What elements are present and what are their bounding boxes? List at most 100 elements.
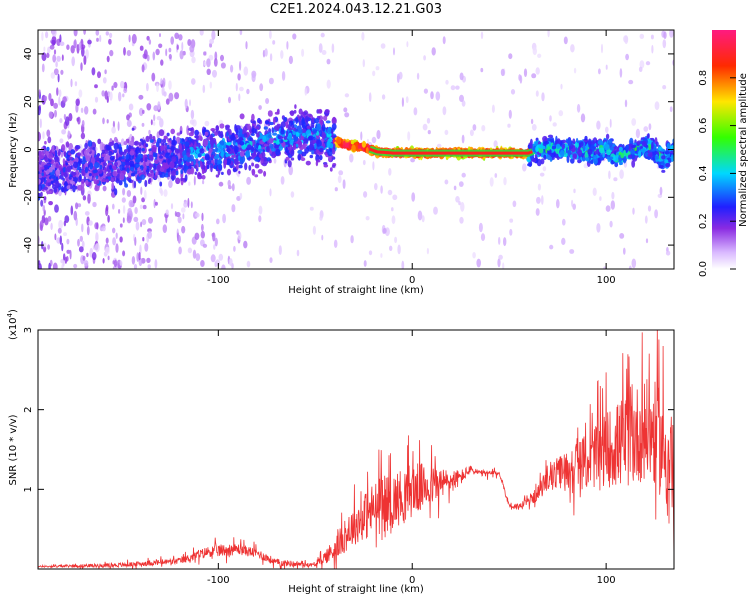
spectrogram-cell [109, 91, 113, 101]
spectrogram-cell [140, 221, 143, 228]
spectrogram-cell [273, 158, 277, 164]
spectrogram-cell [67, 130, 70, 141]
spectrogram-cell [211, 30, 216, 40]
spectrogram-cell [107, 215, 110, 223]
spectrogram-cell [75, 169, 79, 178]
spectrogram-cell [72, 161, 79, 169]
spectrogram-cell [143, 189, 147, 200]
spectrogram-cell [498, 254, 503, 260]
spectrogram-cell [171, 156, 177, 163]
spectrogram-cell [176, 132, 181, 136]
spectrogram-cell [43, 246, 47, 253]
spectrogram-cell [288, 120, 294, 126]
spectrogram-cell [311, 150, 315, 155]
spectrogram-cell [549, 244, 554, 250]
spectrogram-cell [70, 149, 76, 155]
spectrogram-cell [215, 147, 219, 152]
spectrogram-cell [215, 259, 221, 267]
spectrogram-cell [266, 157, 272, 162]
x-tick-label: 100 [597, 275, 616, 286]
spectrogram-cell [532, 158, 537, 163]
spectrogram-cell [280, 129, 285, 135]
spectrogram-cell [368, 92, 372, 102]
spectrogram-cell [134, 140, 140, 146]
spectrogram-cell [119, 260, 123, 267]
spectrogram-cell [38, 178, 41, 185]
spectrogram-cell [39, 118, 42, 129]
spectrogram-cell [208, 148, 213, 153]
spectrogram-cell [285, 156, 290, 161]
spectrogram-cell [214, 237, 218, 247]
spectrogram-cell [50, 222, 53, 230]
spectrogram-cell [59, 138, 64, 144]
spectrogram-cell [598, 68, 601, 75]
spectrogram-cell [459, 94, 464, 102]
spectrogram-cell [76, 152, 82, 157]
spectrogram-cell [559, 150, 565, 158]
spectrogram-cell [263, 143, 268, 147]
spectrogram-cell [105, 237, 109, 244]
spectrogram-cell [288, 165, 294, 176]
spectrogram-cell [290, 148, 295, 157]
spectrogram-cell [654, 209, 658, 219]
spectrogram-cell [54, 233, 57, 241]
spectrogram-cell [269, 257, 273, 263]
spectrogram-cell [63, 186, 66, 193]
spectrogram-cell [288, 134, 292, 142]
spectrogram-cell [351, 144, 356, 152]
spectrogram-cell [48, 166, 53, 173]
spectrogram-cell [71, 171, 77, 176]
spectrogram-cell [669, 106, 673, 113]
spectrogram-cell [51, 30, 57, 37]
spectrogram-cell [599, 196, 602, 201]
spectrogram-cell [453, 185, 457, 191]
spectrogram-cell [290, 157, 295, 161]
spectrogram-cell [38, 89, 41, 96]
spectrogram-cell [655, 141, 659, 147]
spectrogram-cell [580, 113, 586, 123]
spectrogram-cell [293, 109, 297, 114]
spectrogram-cell [157, 171, 163, 176]
spectrogram-cell [625, 53, 629, 61]
spectrogram-cell [244, 162, 248, 171]
spectrogram-cell [80, 62, 83, 71]
spectrogram-cell [158, 43, 163, 49]
spectrogram-cell [235, 142, 239, 146]
spectrogram-cell [664, 151, 670, 155]
spectrogram-cell [183, 201, 188, 208]
spectrogram-cell [549, 115, 552, 122]
spectrogram-cell [542, 166, 547, 172]
spectrogram-cell [314, 118, 320, 124]
spectrogram-cell [644, 215, 648, 224]
spectrogram-cell [131, 127, 135, 131]
spectrogram-cell [134, 207, 138, 214]
spectrogram-cell [251, 73, 256, 83]
spectrogram-cell [350, 235, 354, 244]
spectrogram-cell [178, 246, 182, 255]
spectrogram-cell [215, 174, 220, 178]
spectrogram-cell [334, 187, 338, 192]
spectrogram-cell [78, 158, 83, 163]
spectrogram-cell [561, 139, 567, 144]
spectrogram-cell [619, 169, 624, 179]
spectrogram-cell [94, 172, 99, 176]
spectrogram-cell [189, 119, 195, 125]
spectrogram-cell [293, 143, 297, 151]
spectrogram-cell [183, 154, 188, 161]
spectrogram-cell [607, 156, 614, 160]
spectrogram-cell [136, 252, 140, 262]
spectrogram-cell [52, 262, 58, 269]
spectrogram-cell [624, 99, 628, 108]
spectrogram-cell [53, 187, 58, 193]
spectrogram-cell [122, 188, 126, 196]
spectrogram-cell [94, 84, 98, 89]
spectrogram-cell [387, 189, 393, 196]
spectrogram-cell [38, 173, 43, 179]
spectrogram-cell [191, 56, 196, 64]
spectrogram-cell [393, 47, 395, 56]
spectrogram-cell [238, 136, 244, 142]
spectrogram-cell [551, 145, 557, 150]
spectrogram-cell [406, 41, 409, 48]
spectrogram-cell [283, 117, 288, 122]
spectrogram-cell [246, 176, 252, 185]
